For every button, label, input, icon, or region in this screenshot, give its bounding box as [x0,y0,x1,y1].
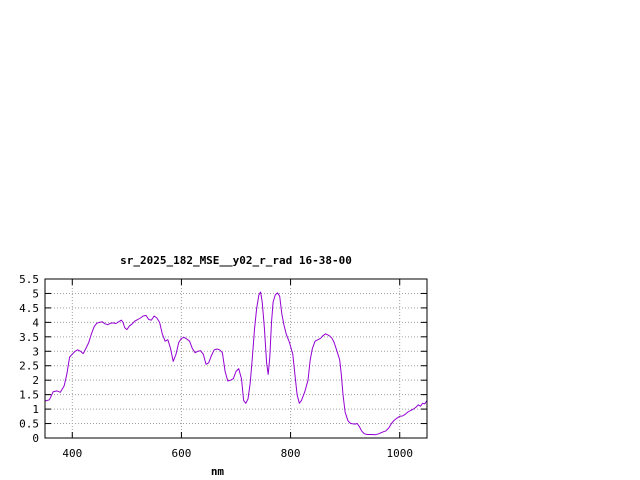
x-axis-label: nm [211,465,225,478]
grid-lines [45,279,427,438]
axis-ticks: 00.5 11.5 22.5 33.5 44.5 55.5 400 600 800 1000 [19,273,427,460]
y-tick-label: 4.5 [19,302,39,315]
y-tick-label: 2.5 [19,360,39,373]
y-tick-label: 3.5 [19,331,39,344]
y-tick-label: 0 [32,432,39,445]
y-tick-label: 1.5 [19,389,39,402]
x-tick-label: 1000 [386,447,413,460]
series-group [44,291,428,436]
y-tick-label: 5 [32,287,39,300]
plot-frame [44,278,428,439]
y-tick-label: 0.5 [19,418,39,431]
y-tick-label: 4 [32,316,39,329]
x-tick-label: 400 [62,447,82,460]
y-tick-label: 1 [32,403,39,416]
y-tick-label: 2 [32,374,39,387]
x-tick-label: 800 [281,447,301,460]
chart-title: sr_2025_182_MSE__y02_r_rad 16-38-00 [120,254,352,267]
x-tick-label: 600 [171,447,191,460]
series-line [44,291,428,436]
y-tick-label: 3 [32,345,39,358]
y-tick-label: 5.5 [19,273,39,286]
